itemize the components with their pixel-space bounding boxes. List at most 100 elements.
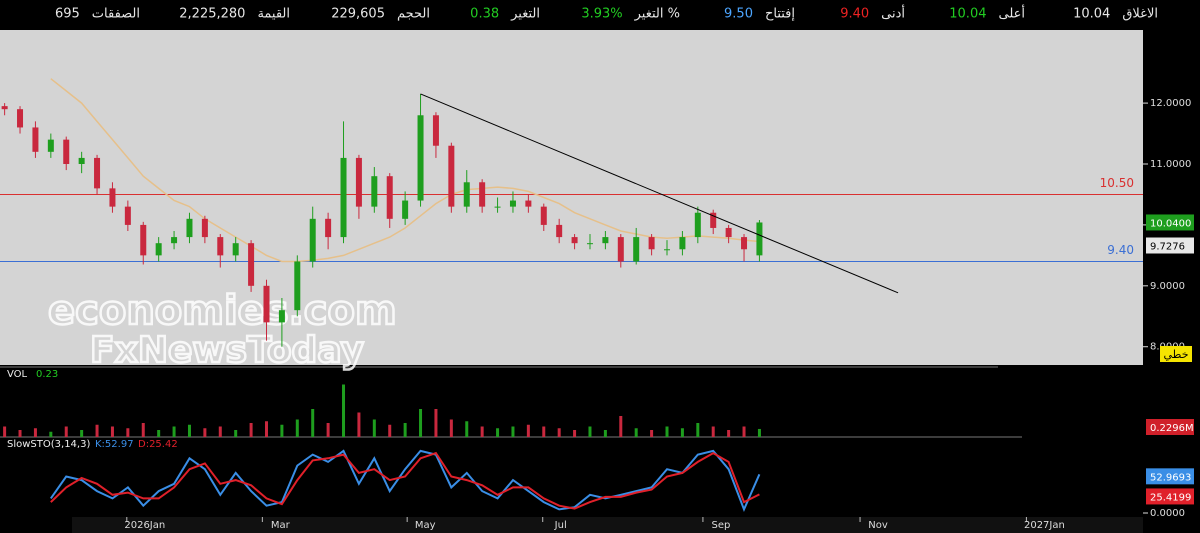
volume-bar: [3, 426, 7, 437]
volume-bar: [49, 431, 53, 437]
x-tick-label: 2027Jan: [1024, 520, 1065, 531]
candle-body: [248, 243, 255, 286]
candle-body: [217, 237, 224, 256]
header-label: الاغلاق: [1122, 7, 1158, 22]
mode-label: خطي: [1164, 348, 1189, 361]
volume-bar: [280, 424, 284, 437]
volume-bar: [727, 430, 731, 437]
stochastic-k-label: K:52.97: [95, 439, 134, 450]
volume-bar: [295, 419, 299, 437]
volume-bar: [33, 428, 37, 437]
candle-body: [94, 157, 101, 189]
x-tick-label: May: [415, 520, 436, 531]
stochastic-d-tag: 25.4199: [1150, 492, 1191, 503]
candle-body: [201, 218, 208, 238]
candle-body: [340, 157, 347, 238]
header-label: القيمة: [257, 7, 290, 22]
volume-bar: [403, 423, 407, 437]
candle-body: [109, 188, 116, 207]
candle-body: [278, 310, 285, 323]
candle-body: [294, 261, 301, 311]
volume-bar: [372, 419, 376, 437]
candle-body: [679, 237, 686, 250]
volume-bar: [311, 409, 315, 437]
volume-bar: [110, 426, 114, 437]
volume-bar: [465, 421, 469, 437]
volume-bar: [264, 421, 268, 437]
header-value: 9.50: [724, 7, 753, 22]
x-tick-label: Mar: [271, 520, 291, 531]
candle-body: [47, 139, 54, 152]
mode-label-box: [1160, 346, 1192, 362]
candle-body: [571, 237, 578, 244]
volume-tag: 0.2296M: [1150, 423, 1194, 434]
header-value: 10.04: [949, 7, 986, 22]
volume-bar: [64, 426, 68, 437]
candle-body: [648, 237, 655, 250]
candle-body: [124, 206, 131, 225]
volume-bar: [419, 409, 423, 437]
candle-body: [32, 127, 39, 152]
candle-body: [556, 224, 563, 238]
x-tick-label: 2026Jan: [124, 520, 165, 531]
volume-bar: [157, 430, 161, 437]
volume-bar: [603, 430, 607, 437]
x-axis-band: [72, 517, 1143, 533]
candle-body: [586, 243, 593, 245]
candle-body: [509, 200, 516, 207]
candle-body: [155, 243, 162, 256]
stochastic-k-line: [49, 449, 761, 513]
candle-body: [417, 115, 424, 201]
x-tick-label: Jul: [554, 520, 567, 531]
volume-bar: [696, 423, 700, 437]
volume-bar: [480, 426, 484, 437]
volume-bar: [449, 419, 453, 437]
candle-body: [309, 218, 316, 262]
header-label: أدنى: [881, 5, 905, 22]
watermark: FxNewsToday: [90, 330, 364, 371]
candle-body: [63, 139, 70, 164]
header-value: 10.04: [1073, 7, 1110, 22]
candle-body: [402, 200, 409, 219]
volume-bar: [218, 426, 222, 437]
candle-body: [602, 237, 609, 244]
header-label: أعلى: [998, 5, 1025, 22]
candle-body: [355, 157, 362, 207]
volume-bar: [126, 428, 130, 437]
volume-bar: [619, 416, 623, 437]
volume-bar: [711, 426, 715, 437]
candle-body: [664, 249, 671, 251]
header-value: 695: [55, 7, 80, 22]
watermark: economies.com: [48, 288, 397, 334]
last-close-tag-box: [1146, 214, 1194, 231]
candle-body: [325, 218, 332, 238]
volume-current: 0.23: [36, 369, 58, 380]
candle-body: [1, 106, 8, 110]
volume-bar: [665, 426, 669, 437]
moving-average-tag-box: [1146, 237, 1194, 254]
candle-body: [186, 218, 193, 238]
volume-bar: [434, 409, 438, 437]
candle-body: [741, 237, 748, 250]
last-close-tag: 10.0400: [1150, 218, 1191, 229]
candle-body: [78, 157, 85, 164]
volume-bar: [141, 423, 145, 437]
volume-bar: [588, 426, 592, 437]
price-panel: [0, 30, 1143, 365]
stochastic-d-label: D:25.42: [138, 439, 178, 450]
horizontal-line-label: 10.50: [1100, 176, 1134, 190]
volume-bar: [634, 428, 638, 437]
header-label: الصفقات: [92, 7, 140, 22]
candle-body: [463, 182, 470, 207]
candle-body: [756, 222, 763, 256]
volume-bar: [95, 424, 99, 437]
volume-bar: [357, 412, 361, 437]
candle-body: [710, 212, 717, 228]
stochastic-d-tag-box: [1146, 488, 1194, 505]
stochastic-d-line: [50, 451, 760, 510]
volume-title: VOL: [7, 369, 28, 380]
x-tick-label: Nov: [868, 520, 888, 531]
y-tick-label: 12.0000: [1150, 98, 1191, 109]
header-value: 229,605: [331, 7, 385, 22]
